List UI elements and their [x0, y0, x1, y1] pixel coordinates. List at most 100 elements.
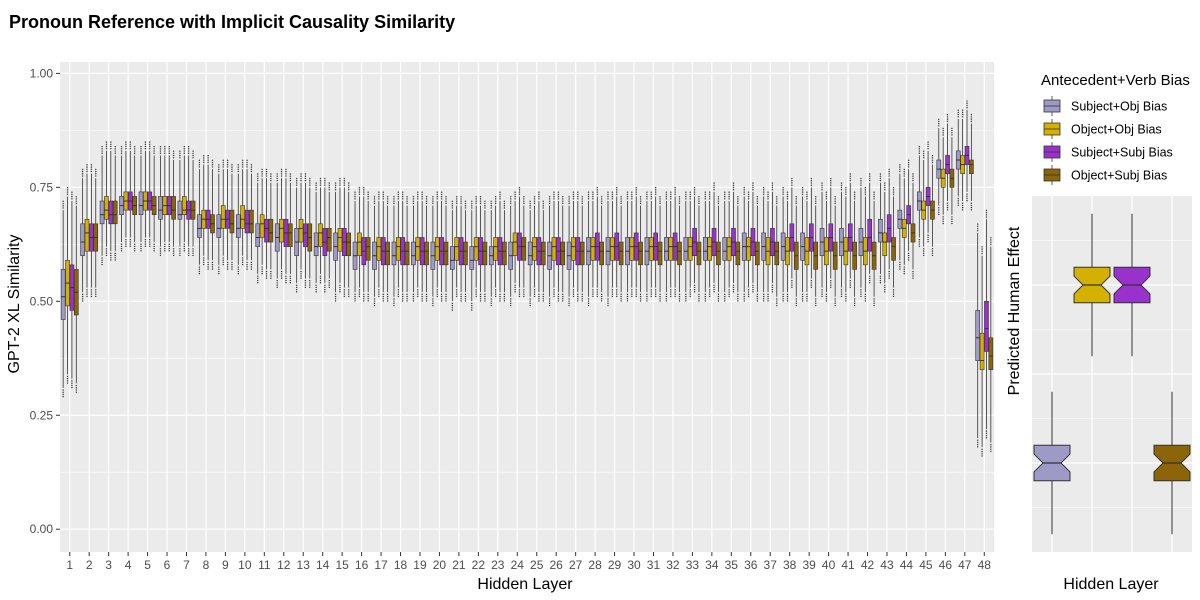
box-body — [424, 241, 429, 266]
outlier-point — [693, 291, 696, 293]
outlier-point — [503, 205, 506, 207]
outlier-point — [737, 298, 739, 300]
outlier-point — [183, 247, 185, 250]
x-tick-label: 33 — [686, 558, 700, 572]
outlier-point — [806, 295, 808, 298]
outlier-point — [237, 268, 239, 270]
outlier-point — [654, 189, 657, 191]
outlier-point — [981, 250, 983, 253]
outlier-point — [665, 295, 668, 298]
outlier-point — [479, 200, 482, 202]
outlier-point — [324, 291, 326, 293]
outlier-point — [510, 202, 512, 205]
outlier-point — [724, 293, 726, 296]
outlier-point — [406, 293, 408, 296]
box-body — [434, 237, 440, 261]
outlier-point — [548, 304, 551, 307]
outlier-point — [285, 277, 287, 280]
outlier-point — [523, 196, 525, 198]
outlier-point — [899, 166, 901, 168]
box-body — [722, 237, 728, 261]
legend-item-label: Subject+Subj Bias — [1071, 146, 1173, 160]
box-body — [177, 200, 183, 220]
outlier-point — [611, 191, 614, 193]
outlier-point — [86, 293, 88, 295]
outlier-point — [198, 161, 201, 164]
outlier-point — [218, 164, 220, 166]
outlier-point — [90, 291, 93, 293]
outlier-point — [903, 272, 905, 275]
outlier-point — [732, 186, 735, 189]
outlier-point — [211, 166, 214, 168]
outlier-point — [460, 300, 462, 302]
outlier-point — [698, 200, 700, 202]
outlier-point — [717, 300, 720, 302]
outlier-point — [218, 170, 220, 173]
outlier-point — [654, 289, 657, 291]
outlier-point — [542, 295, 544, 298]
outlier-point — [86, 170, 88, 173]
outlier-point — [732, 182, 735, 184]
box-body — [683, 237, 689, 261]
outlier-point — [747, 195, 750, 198]
outlier-point — [631, 295, 633, 298]
outlier-point — [538, 298, 540, 300]
outlier-point — [587, 300, 590, 302]
outlier-point — [646, 193, 648, 196]
outlier-point — [432, 302, 434, 305]
outlier-point — [265, 175, 268, 177]
outlier-point — [218, 268, 220, 270]
outlier-point — [899, 164, 901, 166]
outlier-point — [957, 200, 959, 202]
outlier-point — [568, 198, 570, 200]
outlier-point — [791, 180, 793, 182]
outlier-point — [923, 250, 925, 252]
outlier-point — [693, 191, 696, 193]
outlier-point — [665, 191, 668, 193]
outlier-point — [315, 182, 317, 184]
outlier-point — [553, 198, 555, 200]
outlier-point — [237, 168, 239, 170]
box-body — [599, 241, 604, 266]
outlier-point — [762, 295, 765, 298]
outlier-point — [830, 182, 832, 184]
outlier-point — [888, 175, 890, 177]
outlier-point — [737, 295, 739, 298]
outlier-point — [265, 273, 268, 275]
outlier-point — [475, 196, 477, 198]
outlier-point — [912, 275, 914, 277]
outlier-point — [348, 189, 350, 191]
outlier-point — [616, 193, 618, 195]
outlier-point — [172, 152, 175, 155]
outlier-point — [587, 298, 590, 300]
outlier-point — [382, 193, 384, 196]
outlier-point — [144, 143, 147, 145]
outlier-point — [445, 298, 447, 300]
outlier-point — [562, 300, 564, 302]
outlier-point — [153, 245, 155, 248]
outlier-point — [801, 191, 804, 193]
box-body — [463, 241, 468, 266]
outlier-point — [406, 295, 408, 298]
outlier-point — [280, 173, 283, 175]
outlier-point — [616, 186, 618, 189]
outlier-point — [226, 166, 229, 168]
outlier-point — [386, 200, 389, 202]
outlier-point — [990, 450, 992, 453]
outlier-point — [860, 177, 862, 180]
outlier-point — [899, 168, 901, 170]
outlier-point — [187, 252, 190, 254]
box-body — [171, 196, 176, 220]
outlier-point — [685, 300, 687, 302]
outlier-point — [981, 453, 983, 455]
outlier-point — [114, 252, 116, 255]
outlier-point — [315, 284, 317, 286]
outlier-point — [860, 293, 862, 295]
outlier-point — [270, 270, 272, 273]
outlier-point — [280, 275, 283, 277]
outlier-point — [328, 189, 330, 191]
outlier-point — [456, 200, 458, 202]
outlier-point — [795, 198, 797, 200]
outlier-point — [460, 198, 462, 200]
outlier-point — [678, 196, 681, 198]
